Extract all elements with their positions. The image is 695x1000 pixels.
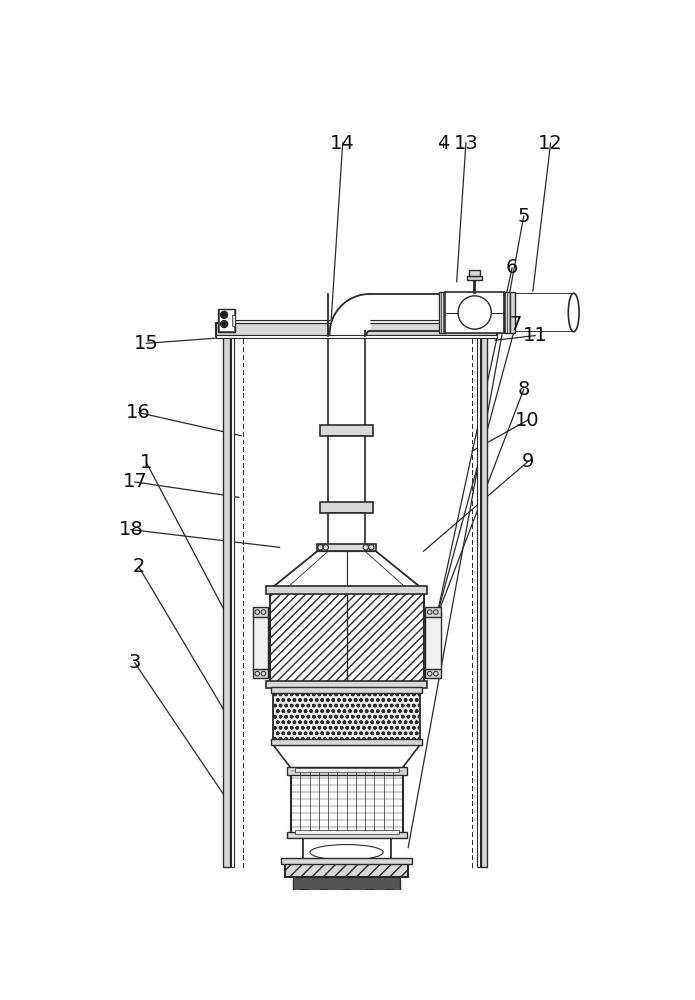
- Bar: [218, 309, 235, 332]
- Text: 16: 16: [126, 403, 151, 422]
- Text: 1: 1: [140, 453, 152, 472]
- Bar: [425, 613, 441, 671]
- Bar: [265, 681, 427, 688]
- Bar: [252, 607, 268, 617]
- Circle shape: [261, 610, 265, 614]
- Circle shape: [318, 545, 323, 550]
- Circle shape: [363, 545, 368, 550]
- Text: 12: 12: [538, 134, 563, 153]
- Bar: [265, 586, 427, 594]
- Bar: [271, 687, 422, 693]
- Bar: [300, 889, 308, 897]
- Bar: [515, 294, 573, 331]
- Bar: [510, 292, 515, 333]
- Text: 14: 14: [330, 134, 355, 153]
- Bar: [504, 292, 510, 333]
- Bar: [271, 739, 422, 745]
- Bar: [287, 767, 407, 774]
- Bar: [295, 830, 399, 834]
- Bar: [320, 889, 327, 897]
- Polygon shape: [329, 294, 370, 334]
- Circle shape: [434, 610, 438, 614]
- Text: 13: 13: [454, 134, 478, 153]
- Circle shape: [323, 545, 329, 550]
- Text: 3: 3: [129, 653, 141, 672]
- Bar: [366, 889, 373, 897]
- Bar: [445, 292, 505, 333]
- Bar: [469, 270, 480, 276]
- Bar: [215, 335, 497, 338]
- Bar: [291, 768, 403, 834]
- Bar: [482, 336, 487, 867]
- Text: 15: 15: [134, 334, 158, 353]
- Text: 8: 8: [518, 380, 530, 399]
- Bar: [328, 513, 365, 551]
- Bar: [219, 309, 234, 331]
- Bar: [439, 292, 445, 333]
- Text: 2: 2: [133, 557, 145, 576]
- Bar: [466, 276, 482, 280]
- Bar: [231, 336, 234, 867]
- Bar: [328, 436, 365, 503]
- Bar: [320, 425, 373, 436]
- Bar: [303, 838, 391, 862]
- Bar: [328, 336, 365, 426]
- Circle shape: [427, 671, 432, 676]
- Bar: [385, 889, 393, 897]
- Bar: [270, 590, 423, 682]
- Polygon shape: [273, 745, 420, 768]
- Bar: [320, 502, 373, 513]
- Text: 10: 10: [515, 411, 540, 430]
- Bar: [285, 862, 408, 877]
- Bar: [318, 544, 376, 551]
- Ellipse shape: [310, 845, 383, 860]
- Bar: [343, 889, 350, 897]
- Text: 11: 11: [523, 326, 548, 345]
- Bar: [289, 892, 404, 897]
- Text: 9: 9: [521, 452, 534, 471]
- Circle shape: [427, 610, 432, 614]
- Circle shape: [458, 296, 491, 329]
- Circle shape: [434, 671, 438, 676]
- Bar: [232, 315, 235, 326]
- Circle shape: [255, 610, 259, 614]
- Bar: [477, 336, 480, 867]
- Bar: [252, 669, 268, 678]
- Circle shape: [221, 321, 227, 328]
- Bar: [273, 688, 420, 742]
- Bar: [220, 320, 493, 323]
- Circle shape: [261, 671, 265, 676]
- Bar: [281, 858, 412, 864]
- Bar: [425, 607, 441, 617]
- Text: 7: 7: [509, 315, 522, 334]
- Circle shape: [368, 545, 374, 550]
- Bar: [223, 336, 229, 867]
- Text: 18: 18: [119, 520, 143, 539]
- Polygon shape: [270, 551, 423, 590]
- Bar: [252, 613, 268, 671]
- Bar: [425, 669, 441, 678]
- Bar: [215, 323, 497, 336]
- Circle shape: [221, 311, 227, 318]
- Text: 5: 5: [517, 207, 530, 226]
- Text: 4: 4: [436, 134, 449, 153]
- Ellipse shape: [569, 293, 579, 332]
- Bar: [295, 768, 399, 772]
- Text: 6: 6: [506, 258, 518, 277]
- Bar: [287, 832, 407, 838]
- Bar: [293, 877, 400, 891]
- Circle shape: [255, 671, 259, 676]
- Text: 17: 17: [122, 472, 147, 491]
